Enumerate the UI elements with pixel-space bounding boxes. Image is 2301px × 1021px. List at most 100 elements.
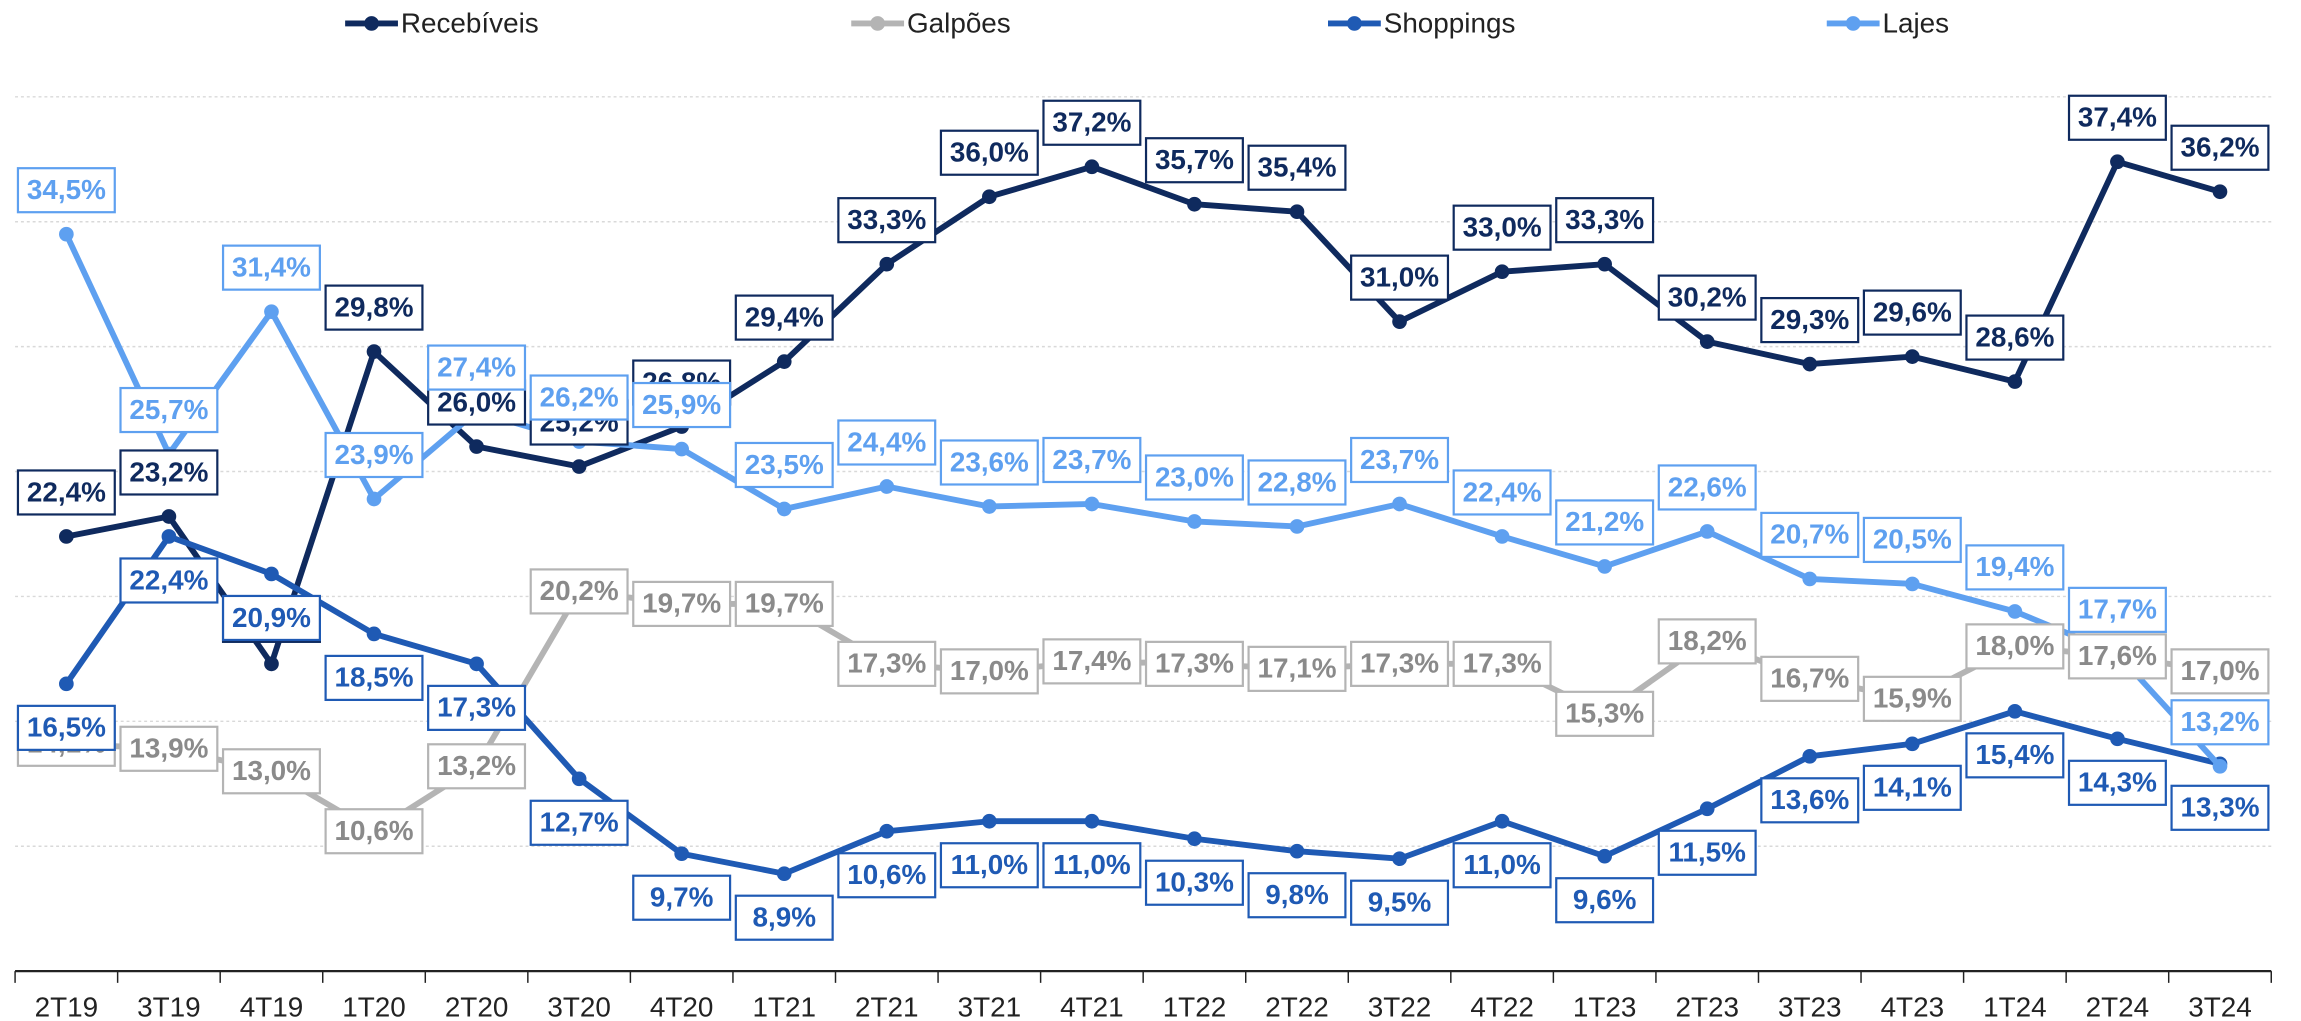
data-label: 33,0%: [1463, 211, 1542, 242]
label-box: [2067, 759, 2167, 806]
series-line: [66, 588, 2221, 835]
data-label: 17,0%: [2180, 655, 2259, 686]
data-label: 8,9%: [752, 902, 816, 933]
data-point: [1494, 813, 1510, 829]
data-point: [1904, 576, 1920, 592]
label-box: [1862, 289, 1962, 336]
x-tick-label: 4T22: [1470, 992, 1533, 1021]
label-box: [1350, 254, 1450, 301]
data-point: [1802, 748, 1818, 764]
label-box: [1247, 459, 1347, 506]
label-box: [1760, 296, 1860, 344]
label-box: [1452, 640, 1552, 687]
data-label: 26,2%: [540, 381, 619, 412]
data-label: 11,5%: [1668, 837, 1746, 868]
x-tick-label: 4T21: [1060, 992, 1124, 1021]
legend-marker: [1347, 16, 1362, 31]
label-box: [2170, 784, 2270, 831]
legend-label: Recebíveis: [401, 7, 539, 38]
data-point: [1699, 801, 1715, 817]
label-box: [1247, 872, 1347, 919]
data-point: [1187, 831, 1202, 847]
data-label: 16,5%: [27, 712, 106, 743]
legend-marker: [870, 16, 885, 31]
data-point: [2212, 184, 2228, 200]
data-label: 10,6%: [335, 815, 414, 846]
label-box: [2170, 124, 2270, 171]
label-box: [939, 439, 1039, 486]
label-box: [324, 654, 424, 702]
label-box: [529, 568, 629, 615]
label-box: [221, 594, 321, 642]
label-box: [1760, 777, 1860, 824]
data-point: [674, 441, 690, 457]
label-box: [1042, 842, 1142, 889]
data-point: [1187, 196, 1202, 212]
data-label: 23,5%: [745, 449, 824, 480]
data-label: 12,7%: [540, 807, 619, 838]
data-label: 19,7%: [642, 588, 721, 619]
data-label: 17,0%: [950, 655, 1029, 686]
label-box: [1965, 544, 2065, 591]
x-tick-label: 2T21: [855, 992, 919, 1021]
label-box: [1144, 137, 1244, 184]
data-point: [1187, 514, 1202, 529]
data-point: [1904, 349, 1920, 364]
data-label: 23,9%: [335, 439, 414, 470]
label-box: [1555, 499, 1655, 546]
data-point: [982, 813, 997, 829]
data-label: 22,4%: [129, 564, 208, 595]
data-label: 35,7%: [1155, 144, 1234, 175]
data-label: 17,4%: [1052, 645, 1131, 676]
data-point: [1904, 736, 1920, 752]
label-box: [529, 799, 629, 846]
data-label: 13,0%: [232, 755, 311, 786]
data-label: 11,0%: [1053, 849, 1131, 880]
data-point: [2007, 703, 2023, 719]
data-label: 35,4%: [1257, 152, 1336, 183]
x-tick-label: 1T22: [1163, 992, 1227, 1021]
data-point: [366, 344, 382, 359]
data-point: [674, 846, 690, 862]
legend-label: Lajes: [1883, 7, 1950, 38]
label-box: [1452, 469, 1552, 516]
data-point: [264, 304, 279, 319]
data-label: 10,6%: [847, 859, 926, 890]
data-point: [776, 354, 792, 369]
data-label: 22,6%: [1668, 471, 1747, 502]
data-point: [1289, 204, 1305, 220]
data-label: 17,7%: [2078, 594, 2157, 625]
label-box: [1760, 511, 1860, 559]
label-box: [16, 704, 116, 751]
data-label: 10,3%: [1155, 867, 1234, 898]
label-box: [1965, 314, 2065, 361]
data-label: 13,2%: [2180, 706, 2259, 737]
data-label: 20,2%: [540, 575, 619, 606]
label-box: [427, 684, 527, 731]
x-tick-label: 1T24: [1983, 992, 2047, 1021]
data-label: 17,3%: [437, 692, 516, 723]
label-box: [2170, 699, 2270, 746]
data-point: [1802, 356, 1818, 372]
data-label: 20,5%: [1873, 524, 1952, 555]
data-label: 20,9%: [232, 602, 311, 633]
label-box: [632, 874, 732, 921]
x-tick-label: 3T23: [1778, 992, 1842, 1021]
series-line: [63, 533, 2221, 877]
label-box: [1965, 732, 2065, 779]
label-box: [632, 580, 732, 628]
data-label: 37,2%: [1052, 107, 1131, 138]
x-tick-label: 4T19: [240, 992, 304, 1021]
data-point: [776, 501, 792, 517]
data-point: [366, 491, 382, 507]
data-point: [161, 509, 177, 524]
data-label: 9,5%: [1368, 887, 1432, 918]
label-box: [1657, 829, 1757, 876]
data-label: 16,7%: [1770, 663, 1849, 694]
data-label: 14,1%: [1873, 772, 1952, 803]
label-box: [1452, 204, 1552, 251]
data-point: [264, 566, 279, 582]
data-label: 34,5%: [27, 174, 106, 205]
data-label: 29,4%: [745, 301, 824, 332]
label-box: [837, 640, 937, 687]
